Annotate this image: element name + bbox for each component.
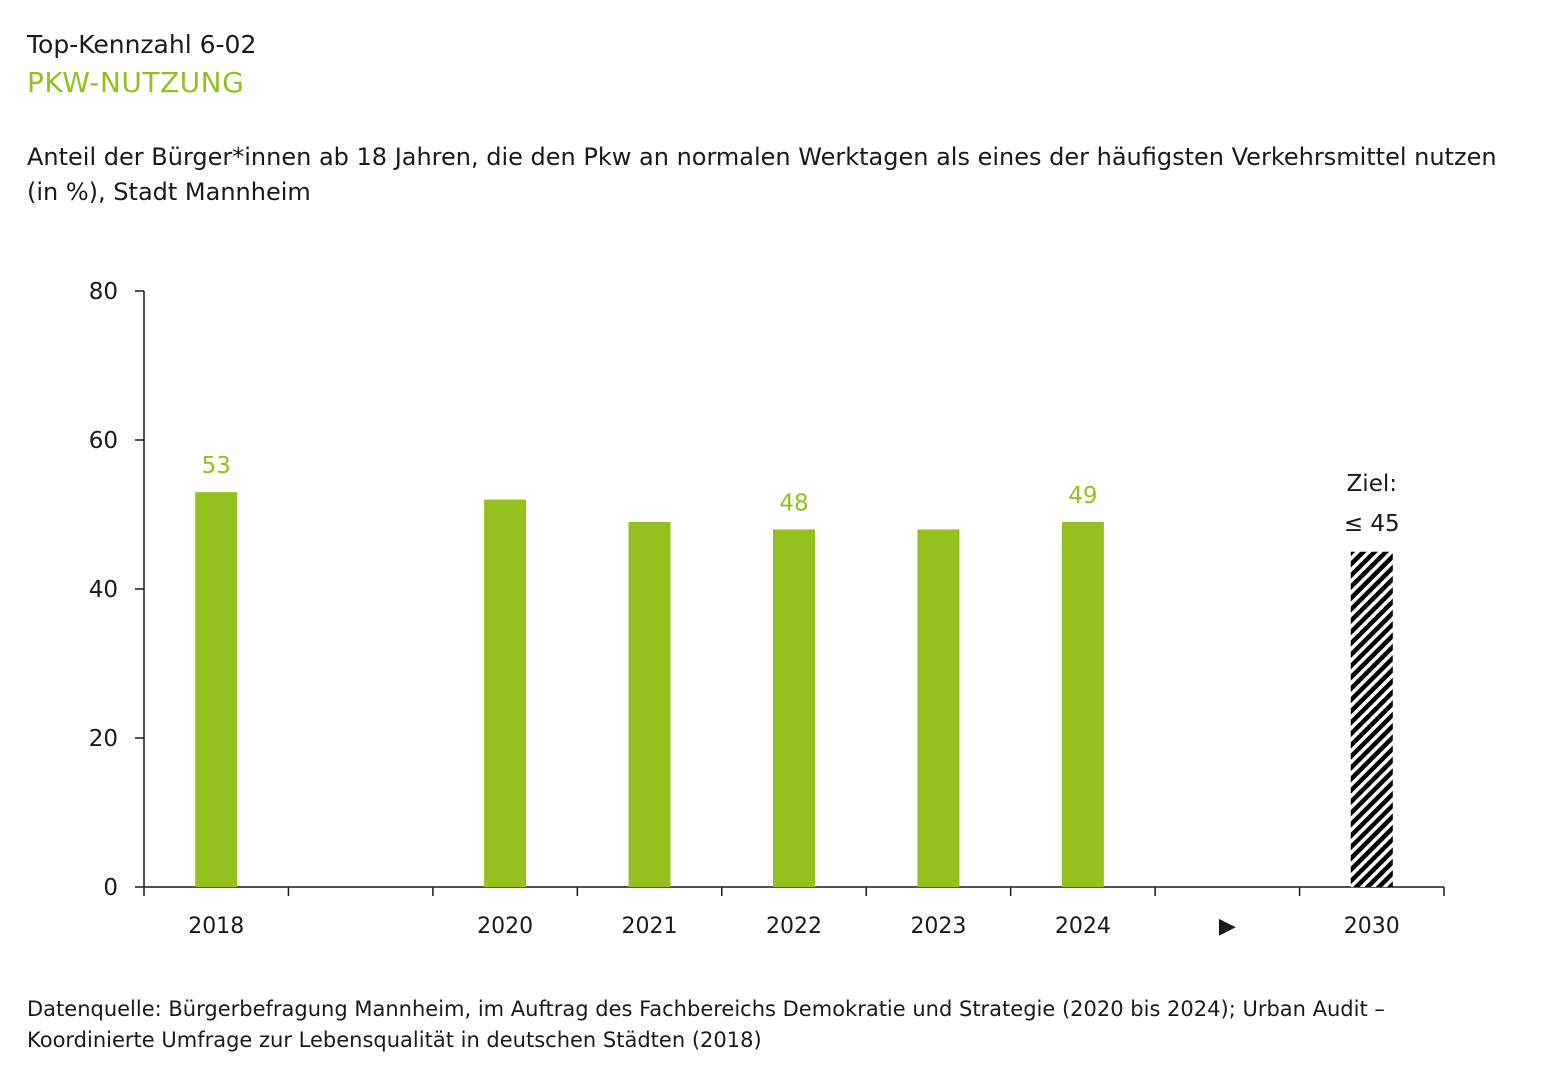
bar <box>1061 521 1104 887</box>
target-value-label: ≤ 45 <box>1344 511 1400 537</box>
x-tick-label: 2024 <box>1055 914 1111 939</box>
y-tick-label: 20 <box>89 726 118 752</box>
arrow-icon: ▶ <box>1219 914 1236 939</box>
kennzahl-label: Top-Kennzahl 6-02 <box>27 30 257 59</box>
y-tick-label: 0 <box>103 875 118 901</box>
x-tick-label: 2022 <box>766 914 822 939</box>
bar <box>628 521 671 887</box>
target-label: Ziel: <box>1347 471 1397 497</box>
x-tick-label: 2021 <box>622 914 678 939</box>
bar <box>484 499 527 887</box>
x-tick-label: 2023 <box>910 914 966 939</box>
bar <box>773 529 815 887</box>
data-label: 53 <box>202 453 231 479</box>
y-tick-label: 80 <box>89 279 118 305</box>
y-tick-label: 60 <box>89 428 118 454</box>
y-tick-label: 40 <box>89 577 118 603</box>
data-label: 49 <box>1068 483 1097 509</box>
data-label: 48 <box>779 490 808 516</box>
x-tick-label: 2018 <box>188 914 244 939</box>
data-source: Datenquelle: Bürgerbefragung Mannheim, i… <box>27 997 1385 1052</box>
x-tick-label: 2020 <box>477 914 533 939</box>
chart-title: PKW-NUTZUNG <box>27 66 245 99</box>
bar <box>195 492 238 887</box>
target-bar <box>1350 551 1393 887</box>
x-tick-label: 2030 <box>1344 914 1400 939</box>
bar <box>917 529 960 887</box>
chart-subtitle: Anteil der Bürger*innen ab 18 Jahren, di… <box>27 143 1497 206</box>
